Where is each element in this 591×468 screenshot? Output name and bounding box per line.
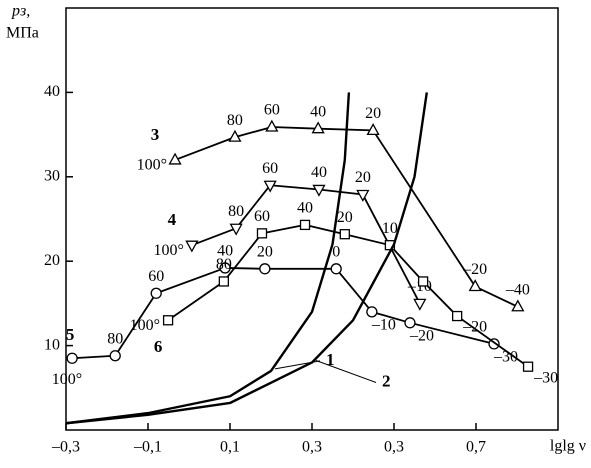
x-tick-label: 0,3 [384, 439, 404, 456]
point-label: 60 [262, 160, 278, 177]
point-label: 80 [107, 330, 123, 347]
marker [228, 129, 242, 142]
marker [150, 287, 162, 299]
marker [413, 298, 427, 311]
marker [339, 229, 350, 240]
marker [263, 180, 277, 193]
marker [312, 184, 326, 197]
marker [451, 310, 463, 322]
marker [468, 279, 482, 292]
point-label: –20 [462, 319, 487, 336]
y-tick-label: 30 [44, 167, 60, 184]
point-label: 10 [382, 220, 398, 237]
point-label: –30 [493, 349, 518, 366]
point-label: –20 [462, 261, 487, 278]
point-label: –20 [409, 327, 434, 344]
point-label: 20 [355, 169, 371, 186]
point-label: 40 [217, 243, 233, 260]
point-label: 100° [130, 317, 160, 334]
marker [511, 299, 525, 312]
marker [162, 315, 174, 326]
x-tick-label: –0,1 [133, 439, 162, 456]
marker [66, 352, 78, 364]
marker [522, 361, 534, 372]
point-label: 80 [227, 112, 243, 129]
point-label: 60 [148, 268, 164, 285]
point-label: –30 [533, 369, 558, 386]
marker [366, 306, 378, 318]
point-label: 60 [264, 102, 280, 119]
series-line [65, 92, 351, 425]
point-label: –40 [505, 281, 530, 298]
marker [417, 276, 429, 287]
point-label: 40 [311, 164, 327, 181]
point-label: 20 [257, 243, 273, 260]
point-label: 40 [310, 103, 326, 120]
point-label: 80 [216, 256, 232, 273]
x-tick-label: 0,3 [302, 439, 322, 456]
series-line [65, 92, 428, 425]
point-label: 20 [337, 209, 353, 226]
x-label: lglg ν [550, 438, 586, 455]
x-tick-label: 0,1 [220, 439, 240, 456]
point-label: 100° [153, 242, 183, 259]
series-name: 2 [382, 371, 391, 390]
y-tick-label: 40 [44, 83, 60, 100]
x-tick-label: –0,3 [51, 439, 80, 456]
plot-frame [65, 7, 559, 431]
marker [366, 123, 380, 136]
series-name: 6 [154, 337, 163, 356]
marker [168, 152, 182, 165]
marker [185, 240, 199, 253]
marker [109, 350, 121, 362]
marker [218, 276, 230, 287]
series-name: 3 [151, 125, 160, 144]
marker [330, 263, 342, 275]
marker [356, 189, 370, 202]
marker [311, 121, 325, 134]
point-label: 0 [332, 243, 340, 260]
point-label: 80 [228, 203, 244, 220]
y-tick-label: 10 [44, 336, 60, 353]
series-name: 1 [326, 350, 335, 369]
series-name: 4 [168, 210, 177, 229]
point-label: 40 [297, 200, 313, 217]
point-label: 100° [137, 157, 167, 174]
marker [299, 219, 311, 231]
leader-line [315, 360, 377, 383]
marker [256, 228, 268, 239]
marker [404, 317, 416, 329]
marker [219, 262, 231, 274]
x-tick-label: 0,7 [466, 439, 486, 456]
point-label: 100° [52, 371, 82, 388]
y-label: pз, [11, 3, 30, 20]
marker [229, 223, 243, 236]
point-label: –10 [371, 317, 396, 334]
series-name: 5 [66, 325, 75, 344]
y-tick-label: 20 [44, 252, 60, 269]
y-unit: МПа [6, 25, 39, 42]
series-line [191, 184, 421, 304]
marker [259, 263, 271, 275]
point-label: 60 [254, 208, 270, 225]
marker [265, 119, 279, 132]
point-label: 20 [365, 105, 381, 122]
